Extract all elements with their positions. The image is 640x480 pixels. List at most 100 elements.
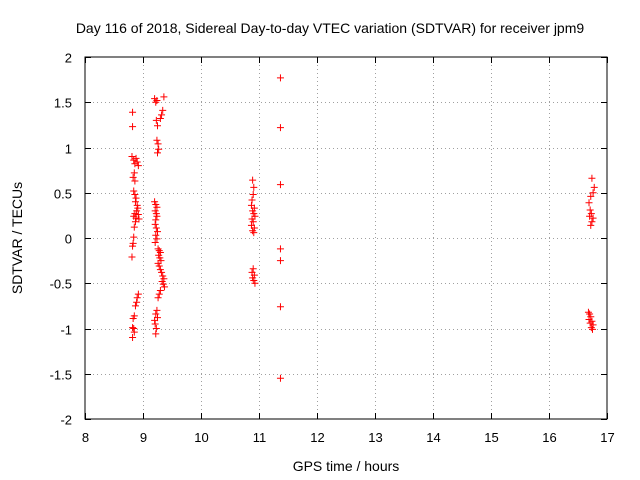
data-point: [154, 294, 162, 302]
data-point: [130, 233, 138, 241]
data-point: [158, 111, 166, 119]
data-point: [586, 206, 594, 214]
data-point: [585, 315, 593, 323]
data-point: [132, 194, 140, 202]
x-tick-label: 16: [542, 430, 556, 445]
x-tick-label: 9: [140, 430, 147, 445]
data-point: [153, 136, 161, 144]
y-tick-label: 2: [65, 51, 72, 66]
data-point: [131, 191, 139, 199]
data-point: [130, 325, 138, 332]
data-point: [130, 169, 138, 177]
data-point: [276, 124, 284, 132]
data-point: [155, 290, 163, 298]
data-points: [128, 74, 598, 382]
data-point: [587, 221, 595, 229]
data-point: [249, 227, 257, 235]
data-point: [153, 306, 161, 314]
y-tick-label: 0.5: [54, 187, 72, 202]
y-axis-ticks: -2 -1.5 -1 -0.5 0 0.5 1 1.5 2: [50, 51, 607, 428]
data-point: [152, 116, 160, 124]
data-point: [130, 328, 138, 336]
data-point: [134, 162, 142, 170]
data-point: [129, 334, 137, 342]
data-point: [129, 123, 137, 131]
data-point: [155, 262, 163, 270]
data-point: [131, 198, 139, 206]
data-point: [158, 268, 166, 276]
chart-title: Day 116 of 2018, Sidereal Day-to-day VTE…: [76, 20, 585, 36]
data-point: [151, 220, 159, 228]
data-point: [590, 183, 598, 191]
data-point: [154, 122, 161, 130]
data-point: [276, 303, 284, 311]
data-point: [152, 310, 160, 318]
data-point: [151, 316, 159, 324]
data-point: [153, 203, 161, 211]
data-point: [151, 320, 159, 328]
data-point: [128, 253, 136, 261]
x-tick-label: 10: [194, 430, 208, 445]
y-tick-label: -2: [60, 413, 72, 428]
data-point: [585, 199, 593, 207]
y-tick-label: 1: [65, 142, 72, 157]
data-point: [584, 308, 592, 316]
data-point: [276, 74, 284, 82]
data-point: [249, 265, 257, 273]
data-point: [250, 229, 258, 237]
data-point: [129, 108, 137, 116]
data-point: [134, 210, 142, 218]
data-point: [586, 319, 594, 327]
data-point: [131, 302, 139, 310]
x-tick-label: 14: [426, 430, 440, 445]
data-point: [152, 216, 160, 224]
data-point: [151, 239, 159, 247]
data-point: [587, 192, 595, 200]
data-point: [249, 176, 257, 184]
data-point: [153, 235, 161, 243]
x-tick-label: 8: [82, 430, 89, 445]
data-point: [152, 325, 160, 332]
data-point: [156, 286, 164, 294]
data-point: [249, 218, 257, 226]
x-tick-label: 13: [368, 430, 382, 445]
data-point: [589, 325, 596, 333]
data-point: [160, 93, 168, 101]
y-tick-label: -0.5: [50, 277, 72, 292]
x-tick-label: 17: [600, 430, 614, 445]
data-point: [587, 324, 595, 332]
data-point: [251, 279, 259, 287]
data-point: [276, 374, 284, 382]
data-point: [131, 218, 139, 226]
x-axis-ticks: 8 9 10 11 12 13 14 15 16 17: [82, 57, 615, 445]
data-point: [130, 187, 138, 195]
data-point: [155, 145, 163, 153]
data-point: [152, 231, 160, 239]
data-point: [132, 214, 140, 222]
data-point: [132, 154, 140, 162]
data-point: [129, 173, 137, 181]
data-point: [160, 283, 168, 291]
data-point: [248, 196, 256, 204]
y-tick-label: -1.5: [50, 368, 72, 383]
data-point: [129, 324, 137, 332]
data-point: [589, 189, 597, 197]
x-axis-label: GPS time / hours: [293, 458, 400, 474]
data-point: [589, 214, 597, 222]
data-point: [130, 223, 138, 231]
data-point: [128, 153, 136, 161]
data-point: [131, 177, 139, 185]
data-point: [153, 212, 161, 220]
data-point: [154, 149, 161, 157]
data-point: [588, 317, 596, 325]
data-point: [154, 245, 162, 253]
data-point: [155, 247, 163, 255]
plot-frame: [84, 56, 608, 420]
x-tick-label: 15: [484, 430, 498, 445]
data-point: [586, 212, 594, 220]
data-point: [588, 218, 596, 226]
data-point: [133, 158, 141, 166]
data-point: [154, 140, 162, 148]
data-point: [276, 257, 284, 265]
